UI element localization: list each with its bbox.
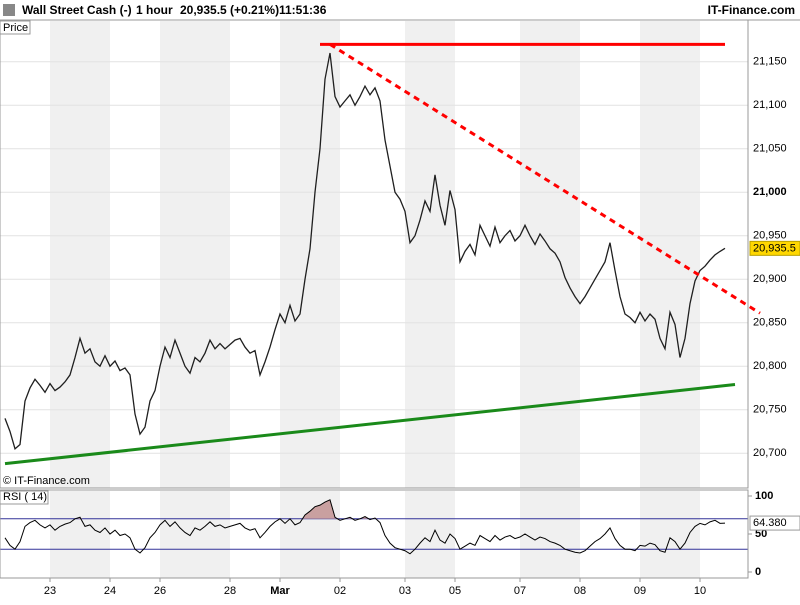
- x-tick-label: 28: [224, 585, 236, 597]
- day-band: [640, 21, 700, 488]
- current-price-box: [749, 240, 800, 256]
- y-tick-label: 20,850: [753, 317, 787, 329]
- day-band: [160, 491, 230, 578]
- day-band: [405, 491, 455, 578]
- x-tick-label: 08: [574, 585, 586, 597]
- y-tick-label: 21,000: [753, 186, 787, 198]
- day-band: [280, 21, 340, 488]
- x-tick-label: Mar: [270, 585, 290, 597]
- day-band: [520, 21, 580, 488]
- x-tick-label: 24: [104, 585, 116, 597]
- overbought-fill: [322, 500, 328, 519]
- day-band: [160, 21, 230, 488]
- y-tick-label: 20,900: [753, 273, 787, 285]
- quote: 20,935.5 (+0.21%): [180, 3, 279, 17]
- y-tick-label: 20,750: [753, 404, 787, 416]
- trendline: [329, 43, 761, 315]
- y-tick-label: 20,700: [753, 447, 787, 459]
- brand: IT-Finance.com: [708, 3, 795, 17]
- overbought-fill: [307, 508, 313, 519]
- x-tick-label: 09: [634, 585, 646, 597]
- overbought-fill: [312, 505, 318, 519]
- current-price: 20,935.5: [753, 242, 796, 254]
- overbought-fill: [332, 508, 338, 519]
- y-tick-label: 20,950: [753, 230, 787, 242]
- time: 11:51:36: [279, 3, 327, 17]
- interval: 1 hour: [136, 3, 173, 17]
- trendline: [4, 382, 736, 466]
- day-band: [50, 21, 110, 488]
- day-band: [520, 491, 580, 578]
- y-tick-label: 20,800: [753, 360, 787, 372]
- x-tick-label: 03: [399, 585, 411, 597]
- icon: [3, 4, 15, 16]
- rsi-value: 64.380: [753, 517, 787, 529]
- plot: [4, 42, 761, 555]
- price-label-box: [0, 20, 31, 35]
- overbought-fill: [317, 503, 323, 519]
- rsi-tick-label: 50: [755, 528, 767, 540]
- y-tick-label: 21,150: [753, 56, 787, 68]
- y-tick-label: 21,050: [753, 143, 787, 155]
- rsi-tick-label: 0: [755, 566, 761, 578]
- day-band: [50, 491, 110, 578]
- day-band: [640, 491, 700, 578]
- rsi-label-box: [0, 490, 49, 505]
- x-tick-label: 07: [514, 585, 526, 597]
- y-tick-label: 21,100: [753, 99, 787, 111]
- price-frame: [0, 19, 749, 489]
- price-line: [4, 52, 726, 451]
- rsi-frame: [0, 489, 749, 579]
- x-tick-label: 10: [694, 585, 706, 597]
- price-line: [4, 499, 726, 555]
- symbol: Wall Street Cash (-): [22, 3, 132, 17]
- rsi-label: RSI ( 14): [3, 491, 47, 503]
- x-tick-label: 05: [449, 585, 461, 597]
- x-tick-label: 26: [154, 585, 166, 597]
- x-tick-label: 02: [334, 585, 346, 597]
- rsi-tick-label: 100: [755, 490, 773, 502]
- x-tick-label: 23: [44, 585, 56, 597]
- price-label: Price: [3, 22, 28, 34]
- watermark: © IT-Finance.com: [3, 475, 90, 487]
- rsi-value-box: [749, 515, 800, 531]
